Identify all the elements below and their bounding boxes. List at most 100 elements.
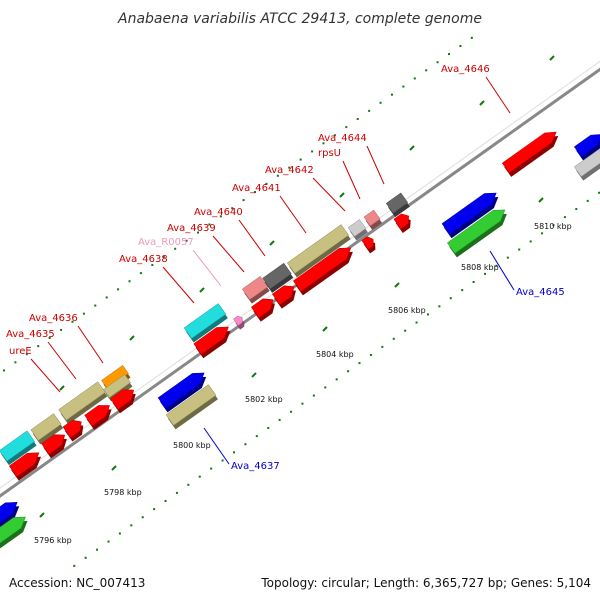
tick-dot bbox=[299, 158, 302, 161]
tick-dot bbox=[461, 289, 464, 292]
tick-label: 5808 kbp bbox=[461, 263, 499, 272]
cds-cyan-left bbox=[0, 430, 37, 466]
tick-dot bbox=[60, 328, 63, 331]
tick-mark bbox=[269, 240, 275, 246]
feature-body bbox=[286, 224, 350, 274]
tick-dot bbox=[244, 443, 247, 446]
cds-pink-small bbox=[363, 209, 383, 230]
cds-blue-bottom bbox=[0, 502, 20, 528]
feature-body bbox=[157, 372, 205, 409]
feature-body bbox=[165, 384, 217, 426]
tick-dots bbox=[2, 36, 600, 567]
gene-label: Ava_R0057 bbox=[138, 237, 194, 248]
cds-ava-4637 bbox=[165, 384, 218, 430]
cds-ava-4635 bbox=[58, 381, 108, 425]
tick-mark bbox=[394, 282, 400, 288]
cds-ava-4644 bbox=[385, 192, 410, 218]
gene-label: Ava_4640 bbox=[194, 207, 243, 218]
tick-label: 5800 kbp bbox=[173, 441, 211, 450]
tick-dot bbox=[506, 256, 509, 259]
feature-body bbox=[103, 374, 131, 398]
cds-rpsu bbox=[393, 213, 411, 233]
tick-dot bbox=[2, 369, 5, 372]
tick-dot bbox=[73, 564, 76, 567]
tick-dot bbox=[151, 264, 154, 267]
tick-mark bbox=[479, 100, 485, 106]
tick-dot bbox=[448, 53, 451, 56]
tick-dot bbox=[586, 199, 589, 202]
cds-ava-4646 bbox=[501, 131, 559, 177]
gene-label: rpsU bbox=[318, 148, 341, 159]
tick-dot bbox=[541, 232, 544, 235]
tick-mark bbox=[322, 326, 328, 332]
feature-body bbox=[84, 405, 110, 427]
feature-body bbox=[441, 192, 497, 235]
feature-body bbox=[8, 452, 40, 477]
cds-ava-4636b bbox=[110, 389, 136, 414]
tick-dot bbox=[598, 191, 600, 194]
tick-label: 5810 kbp bbox=[534, 222, 572, 231]
gene-label: Ava_4637 bbox=[231, 461, 280, 472]
tick-dot bbox=[438, 305, 441, 308]
feature-body bbox=[501, 131, 557, 174]
label-leader bbox=[366, 145, 385, 185]
tick-dot bbox=[185, 239, 188, 242]
tick-mark bbox=[59, 385, 65, 391]
tick-dot bbox=[198, 475, 201, 478]
tick-dot bbox=[402, 85, 405, 88]
gene-label: Ava_4641 bbox=[232, 183, 281, 194]
label-leader bbox=[279, 195, 307, 234]
tick-dot bbox=[347, 370, 350, 373]
cds-uree-b bbox=[62, 419, 84, 442]
tick-mark bbox=[339, 192, 345, 198]
tick-dot bbox=[312, 394, 315, 397]
feature-body bbox=[361, 236, 374, 250]
tick-mark bbox=[111, 465, 117, 471]
label-leader bbox=[312, 177, 346, 212]
gene-label: Ava_4636 bbox=[29, 313, 78, 324]
tick-dot bbox=[118, 532, 121, 535]
tick-dot bbox=[301, 402, 304, 405]
accession-text: Accession: NC_007413 bbox=[9, 576, 145, 590]
tick-dot bbox=[162, 255, 165, 258]
tick-label: 5806 kbp bbox=[388, 306, 426, 315]
tick-dot bbox=[164, 500, 167, 503]
tick-dot bbox=[175, 491, 178, 494]
feature-body bbox=[385, 192, 409, 214]
tick-label: 5802 kbp bbox=[245, 395, 283, 404]
cds-red-small bbox=[361, 236, 376, 254]
feature-body bbox=[62, 419, 82, 438]
tick-dot bbox=[369, 354, 372, 357]
feature-body bbox=[183, 303, 227, 339]
label-leader bbox=[30, 358, 61, 393]
tick-dot bbox=[130, 524, 133, 527]
tick-dot bbox=[290, 410, 293, 413]
tick-dot bbox=[392, 337, 395, 340]
rna-ava-r0057 bbox=[233, 315, 245, 330]
feature-body bbox=[0, 430, 35, 462]
feature-body bbox=[241, 275, 269, 301]
tick-dot bbox=[84, 556, 87, 559]
tick-dot bbox=[128, 280, 131, 283]
feature-body bbox=[250, 298, 274, 319]
gene-label: Ava_4646 bbox=[441, 64, 490, 75]
gene-label: Ava_4635 bbox=[6, 329, 55, 340]
tick-dot bbox=[404, 329, 407, 332]
tick-label: 5798 kbp bbox=[104, 488, 142, 497]
cds-ava-4645-blue bbox=[441, 192, 499, 239]
feature-body bbox=[41, 434, 66, 455]
tick-dot bbox=[518, 248, 521, 251]
tick-label: 5796 kbp bbox=[34, 536, 72, 545]
tick-mark bbox=[129, 335, 135, 341]
tick-dot bbox=[232, 451, 235, 454]
tick-dot bbox=[413, 77, 416, 80]
tick-dot bbox=[153, 508, 156, 511]
gene-label: Ava_4638 bbox=[119, 254, 168, 265]
label-leader bbox=[342, 160, 361, 200]
tick-dot bbox=[71, 320, 74, 323]
tick-dot bbox=[265, 182, 268, 185]
feature-body bbox=[262, 262, 292, 290]
cds-lightgray bbox=[347, 219, 368, 241]
feature-body bbox=[30, 413, 62, 441]
cds-red-left2 bbox=[8, 452, 42, 481]
